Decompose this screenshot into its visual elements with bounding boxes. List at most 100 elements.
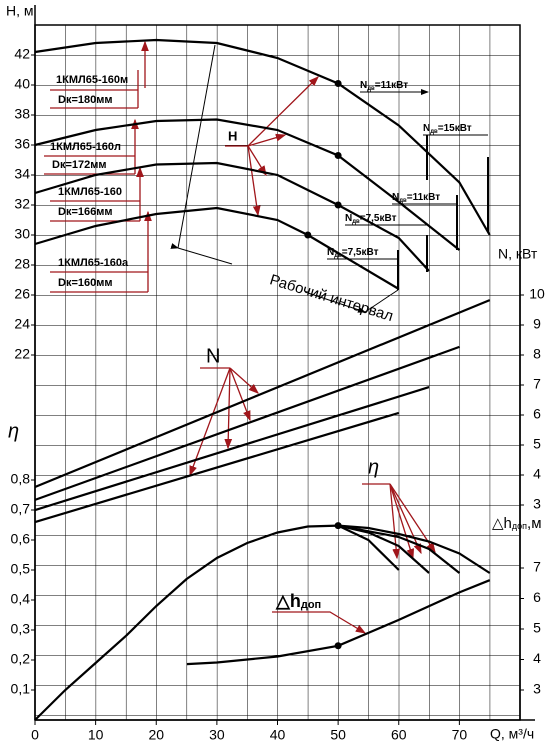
axis-gap — [0, 360, 34, 460]
curve — [34, 524, 491, 721]
motor-label-part: дв — [334, 253, 342, 259]
y-tick-label: 40 — [14, 76, 30, 92]
y2-tick-label: 3 — [533, 496, 541, 512]
motor-label-part: дв — [352, 219, 360, 225]
motor-label-part: N — [327, 247, 334, 258]
curve — [34, 161, 430, 272]
motor-label-part: дв — [399, 198, 407, 204]
motor-label-part: =7,5кВт — [342, 247, 379, 258]
npsh-axis-title-part: △h — [492, 515, 512, 532]
y-tick-label: 30 — [14, 226, 30, 242]
operating-point — [334, 80, 342, 87]
y2-tick-label: 9 — [533, 316, 541, 332]
y-tick-label: 0,3 — [11, 621, 31, 637]
decor — [170, 44, 489, 313]
y2-tick-label: 5 — [533, 620, 541, 636]
y-tick-label: 0,7 — [11, 501, 31, 517]
motor-label-part: N — [360, 80, 367, 91]
y-tick-label: 26 — [14, 286, 30, 302]
y-tick-label: 24 — [14, 316, 30, 332]
y-tick-label: 36 — [14, 136, 30, 152]
motor-label-part: =7,5кВт — [360, 213, 397, 224]
h-label: H — [228, 128, 237, 143]
npsh-label-part: △h — [275, 591, 301, 611]
y-tick-label: 32 — [14, 196, 30, 212]
curve-name: 1КМЛ65-160л — [50, 141, 121, 153]
operating-point — [334, 152, 342, 159]
y2-axis-title: N, кВт — [498, 246, 538, 262]
motor-label-part: дв — [367, 86, 375, 92]
y2-tick-label: 8 — [533, 346, 541, 362]
eta-label: η — [368, 456, 379, 478]
motor-label-part: =11кВт — [407, 192, 441, 203]
y-tick-label: 0,4 — [11, 591, 31, 607]
motor-label-part: =15кВт — [438, 123, 472, 134]
n-label: N — [206, 345, 220, 367]
npsh-axis-title-part: доп — [512, 521, 527, 531]
y2-tick-label: 7 — [533, 559, 541, 575]
curve — [337, 524, 461, 574]
motor-label-part: N — [423, 123, 430, 134]
operating-point — [334, 522, 342, 530]
y-tick-label: 38 — [14, 106, 30, 122]
curve-diameter: Dк=180мм — [58, 94, 113, 106]
y2-tick-label: 4 — [533, 466, 541, 482]
y-tick-label: 0,6 — [11, 531, 31, 547]
eta-axis-title: η — [8, 420, 19, 442]
x-tick-label: 0 — [31, 727, 39, 743]
x-tick-label: 20 — [148, 727, 164, 743]
curve — [34, 38, 491, 236]
curve — [34, 411, 400, 524]
y-tick-label: 0,1 — [11, 681, 31, 697]
npsh-label-part: доп — [301, 599, 321, 611]
y-tick-label: 34 — [14, 166, 30, 182]
motor-label: Nдв=15кВт — [423, 123, 472, 135]
curve — [337, 524, 400, 571]
y2-tick-label: 6 — [533, 406, 541, 422]
curve — [34, 206, 400, 290]
motor-label-part: N — [345, 213, 352, 224]
curve-name: 1КМЛ65-160 — [58, 186, 122, 198]
motor-label-part: дв — [430, 129, 438, 135]
y2-tick-label: 4 — [533, 650, 541, 666]
y2-tick-label: 7 — [533, 376, 541, 392]
y-tick-label: 22 — [14, 346, 30, 362]
y2-tick-label: 3 — [533, 681, 541, 697]
curve-diameter: Dк=160мм — [58, 277, 113, 289]
x-tick-label: 70 — [452, 727, 468, 743]
operating-point — [334, 201, 342, 209]
npsh-label: △hдоп — [275, 591, 321, 611]
operating-point — [334, 642, 342, 650]
curve-name: 1КМЛ65-160а — [58, 257, 129, 269]
npsh-axis-title: △hдоп,м — [492, 515, 542, 532]
curve-diameter: Dк=172мм — [52, 159, 107, 171]
curve — [34, 386, 430, 512]
y-axis-title: H, м — [6, 3, 34, 19]
curve-diameter: Dк=166мм — [58, 206, 113, 218]
curve — [34, 118, 461, 251]
x-tick-label: 40 — [270, 727, 286, 743]
y-tick-label: 0,2 — [11, 651, 31, 667]
operating-point — [304, 231, 312, 239]
y2-tick-label: 6 — [533, 589, 541, 605]
curve — [34, 345, 460, 501]
x-tick-label: 10 — [88, 727, 104, 743]
motor-label: Nдв=11кВт — [360, 80, 408, 92]
y-tick-label: 28 — [14, 256, 30, 272]
x-axis-title: Q, м³/ч — [490, 726, 534, 742]
curve-name: 1КМЛ65-160м — [56, 74, 128, 86]
curve — [34, 299, 491, 489]
npsh-axis-title-part: ,м — [527, 515, 541, 532]
y2-tick-label: 5 — [533, 436, 541, 452]
y-tick-label: 42 — [14, 46, 30, 62]
motor-label-part: =11кВт — [375, 80, 409, 91]
y2-tick-label: 10 — [529, 286, 545, 302]
motor-label: Nдв=7,5кВт — [327, 247, 379, 259]
y-tick-label: 0,8 — [11, 471, 31, 487]
x-tick-label: 30 — [209, 727, 225, 743]
x-tick-label: 50 — [330, 727, 346, 743]
motor-label: Nдв=11кВт — [392, 192, 440, 204]
motor-label: Nдв=7,5кВт — [345, 213, 397, 225]
motor-label-part: N — [392, 192, 399, 203]
